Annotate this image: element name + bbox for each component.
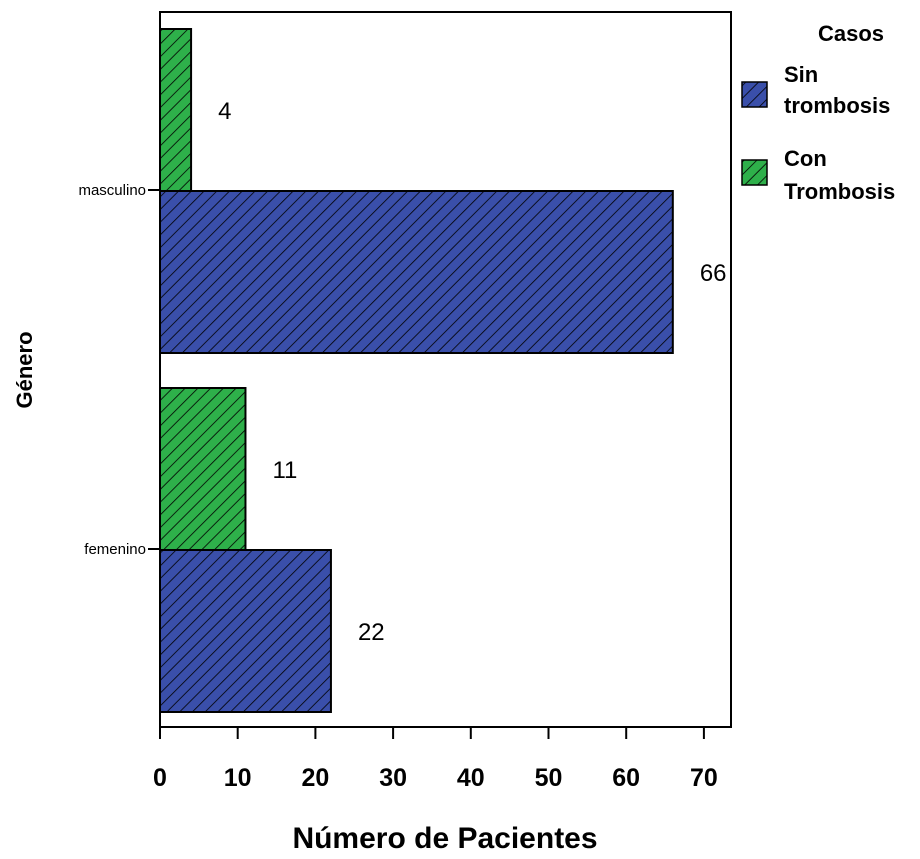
data-label-sin-trombosis-femenino: 22 bbox=[358, 619, 385, 646]
x-axis-title: Número de Pacientes bbox=[292, 822, 597, 855]
legend-label-con-trombosis: Con bbox=[784, 146, 827, 171]
x-tick-label-10: 10 bbox=[224, 764, 252, 792]
legend-swatch-sin-trombosis bbox=[741, 81, 768, 108]
x-tick-label-70: 70 bbox=[690, 764, 718, 792]
bar-con-trombosis-femenino bbox=[159, 387, 247, 551]
x-axis: 0 10 20 30 40 50 60 70 bbox=[153, 727, 718, 792]
x-tick-label-60: 60 bbox=[612, 764, 640, 792]
y-axis: masculino femenino bbox=[78, 182, 160, 558]
x-tick-label-20: 20 bbox=[301, 764, 329, 792]
data-label-con-trombosis-masculino: 4 bbox=[218, 98, 231, 125]
y-category-label-femenino: femenino bbox=[84, 541, 146, 558]
bar-sin-trombosis-masculino bbox=[159, 190, 674, 354]
legend-label-sin-trombosis: Sin bbox=[784, 62, 818, 87]
data-label-sin-trombosis-masculino: 66 bbox=[700, 260, 727, 287]
plot-frame bbox=[159, 11, 732, 728]
x-tick-label-50: 50 bbox=[535, 764, 563, 792]
y-axis-title: Género bbox=[12, 331, 37, 408]
bars-layer: 4 11 66 22 bbox=[159, 28, 727, 713]
y-category-label-masculino: masculino bbox=[78, 182, 146, 199]
x-tick-label-0: 0 bbox=[153, 764, 167, 792]
legend-label-con-trombosis: Trombosis bbox=[784, 179, 895, 204]
bar-sin-trombosis-femenino bbox=[159, 549, 332, 713]
data-label-con-trombosis-femenino: 11 bbox=[272, 457, 297, 484]
x-tick-label-30: 30 bbox=[379, 764, 407, 792]
legend: Casos Sin trombosis Con Trombosis bbox=[741, 21, 895, 204]
legend-title: Casos bbox=[818, 21, 884, 46]
x-tick-label-40: 40 bbox=[457, 764, 485, 792]
legend-swatch-con-trombosis bbox=[741, 159, 768, 186]
legend-label-sin-trombosis: trombosis bbox=[784, 93, 890, 118]
bar-con-trombosis-masculino bbox=[159, 28, 193, 192]
